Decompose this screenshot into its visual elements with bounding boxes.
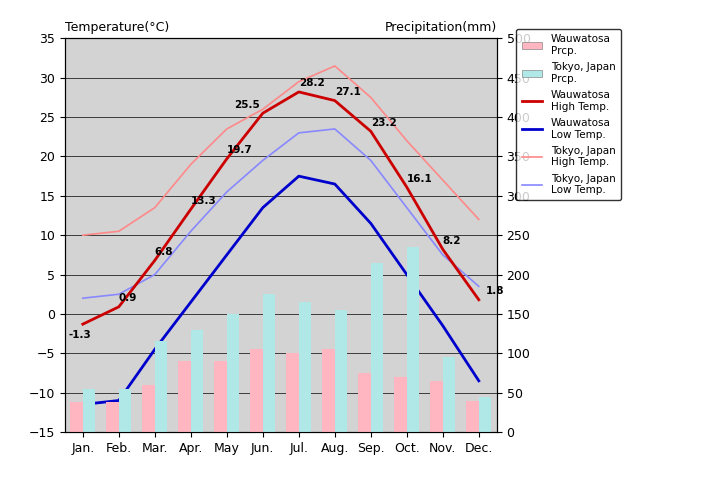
Text: 0.9: 0.9	[119, 293, 138, 303]
Bar	[119, 389, 131, 432]
Bar	[430, 381, 443, 432]
Bar	[287, 353, 299, 432]
Text: 27.1: 27.1	[335, 87, 361, 97]
Bar	[142, 385, 155, 432]
Bar	[466, 400, 479, 432]
Bar	[299, 302, 311, 432]
Bar	[191, 330, 203, 432]
Bar	[83, 389, 95, 432]
Text: 8.2: 8.2	[443, 236, 462, 246]
Text: 25.5: 25.5	[234, 100, 260, 109]
Text: 6.8: 6.8	[155, 247, 174, 257]
Bar	[323, 349, 335, 432]
Bar	[335, 310, 347, 432]
Text: 23.2: 23.2	[371, 118, 397, 128]
Bar	[71, 402, 83, 432]
Text: Temperature(°C): Temperature(°C)	[65, 22, 169, 35]
Bar	[263, 294, 275, 432]
Bar	[394, 377, 407, 432]
Text: 19.7: 19.7	[227, 145, 253, 156]
Bar	[155, 341, 167, 432]
Legend: Wauwatosa
Prcp., Tokyo, Japan
Prcp., Wauwatosa
High Temp., Wauwatosa
Low Temp., : Wauwatosa Prcp., Tokyo, Japan Prcp., Wau…	[516, 29, 621, 201]
Text: -1.3: -1.3	[68, 330, 91, 340]
Bar	[443, 357, 455, 432]
Bar	[479, 396, 491, 432]
Bar	[107, 402, 119, 432]
Bar	[407, 247, 419, 432]
Bar	[251, 349, 263, 432]
Text: 13.3: 13.3	[191, 196, 217, 206]
Bar	[215, 361, 227, 432]
Text: 16.1: 16.1	[407, 174, 433, 184]
Text: Precipitation(mm): Precipitation(mm)	[384, 22, 497, 35]
Text: 28.2: 28.2	[299, 78, 325, 88]
Bar	[227, 314, 239, 432]
Bar	[371, 263, 383, 432]
Text: 1.8: 1.8	[486, 286, 505, 296]
Bar	[179, 361, 191, 432]
Bar	[359, 373, 371, 432]
